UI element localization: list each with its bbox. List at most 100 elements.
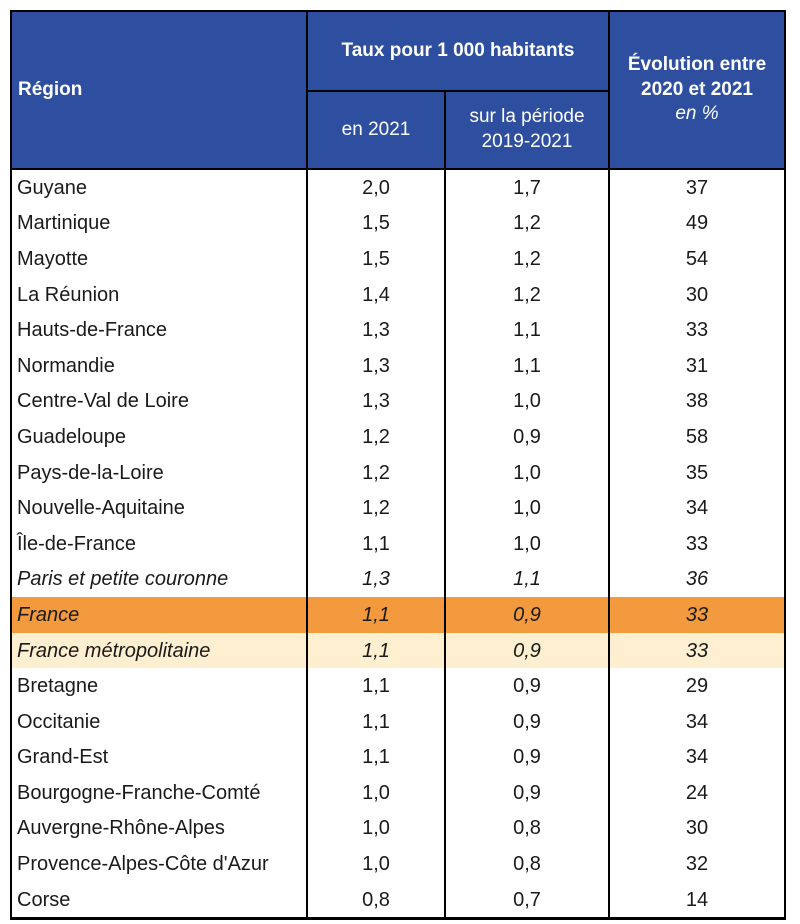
cell-rate-period: 1,2 [443,241,611,277]
cell-rate-period: 1,0 [443,525,611,562]
cell-rate-period: 1,0 [443,490,611,526]
cell-rate-period: 0,9 [443,419,611,455]
cell-evolution: 38 [608,383,787,420]
cell-evolution: 34 [608,703,787,740]
cell-rate-2021: 1,3 [306,347,446,384]
cell-region: Centre-Val de Loire [10,383,308,420]
cell-rate-period: 0,9 [443,597,611,633]
cell-evolution: 33 [608,525,787,562]
cell-rate-period: 1,2 [443,276,611,313]
cell-region: Auvergne-Rhône-Alpes [10,810,308,847]
cell-evolution: 36 [608,561,787,598]
cell-rate-period: 1,0 [443,383,611,420]
cell-rate-2021: 1,0 [306,775,446,811]
cell-region: Guyane [10,169,308,206]
cell-rate-2021: 2,0 [306,169,446,206]
header-evolution-line2: 2020 et 2021 [641,78,754,100]
cell-rate-period: 0,7 [443,881,611,921]
header-rate-period-line1: sur la période [469,106,585,128]
cell-region: Grand-Est [10,739,308,776]
cell-rate-2021: 1,1 [306,597,446,633]
header-evolution-unit: en % [675,103,719,125]
header-rate-period-line2: 2019-2021 [481,131,573,152]
cell-region: Paris et petite couronne [10,561,308,598]
cell-evolution: 32 [608,846,787,882]
table-row: Provence-Alpes-Côte d'Azur 1,0 0,8 32 [10,846,787,882]
table-header: Région Taux pour 1 000 habitants Évoluti… [10,10,787,170]
cell-evolution: 35 [608,454,787,491]
table-row: Guyane 2,0 1,7 37 [10,169,787,206]
cell-region: France [10,597,308,633]
header-region: Région [10,10,308,170]
cell-region: Mayotte [10,241,308,277]
cell-region: Nouvelle-Aquitaine [10,490,308,526]
cell-region: Hauts-de-France [10,312,308,348]
cell-rate-2021: 1,3 [306,383,446,420]
cell-evolution: 29 [608,668,787,704]
cell-region: Île-de-France [10,525,308,562]
cell-rate-period: 0,9 [443,775,611,811]
table-row: Centre-Val de Loire 1,3 1,0 38 [10,383,787,420]
cell-evolution: 31 [608,347,787,384]
cell-rate-2021: 1,1 [306,739,446,776]
table-row: Bourgogne-Franche-Comté 1,0 0,9 24 [10,775,787,811]
cell-region: Guadeloupe [10,419,308,455]
table-row: La Réunion 1,4 1,2 30 [10,276,787,313]
cell-rate-period: 1,7 [443,169,611,206]
table-body: Guyane 2,0 1,7 37 Martinique 1,5 1,2 49 Mayotte 1… [10,169,787,921]
cell-region: Pays-de-la-Loire [10,454,308,491]
cell-rate-period: 0,8 [443,810,611,847]
cell-rate-period: 0,9 [443,703,611,740]
regional-rates-table: Région Taux pour 1 000 habitants Évoluti… [10,10,787,921]
cell-evolution: 33 [608,312,787,348]
cell-rate-2021: 1,5 [306,205,446,242]
cell-rate-2021: 1,5 [306,241,446,277]
cell-rate-2021: 1,3 [306,561,446,598]
cell-region: Occitanie [10,703,308,740]
cell-region: Corse [10,881,308,921]
cell-evolution: 30 [608,276,787,313]
cell-rate-2021: 1,2 [306,419,446,455]
table-row: Pays-de-la-Loire 1,2 1,0 35 [10,454,787,491]
cell-evolution: 34 [608,739,787,776]
table-row: Nouvelle-Aquitaine 1,2 1,0 34 [10,490,787,526]
cell-region: Bourgogne-Franche-Comté [10,775,308,811]
table-row: Île-de-France 1,1 1,0 33 [10,525,787,562]
cell-rate-period: 1,0 [443,454,611,491]
cell-evolution: 30 [608,810,787,847]
cell-rate-2021: 1,1 [306,632,446,669]
table-row: Guadeloupe 1,2 0,9 58 [10,419,787,455]
cell-evolution: 49 [608,205,787,242]
table-row: Occitanie 1,1 0,9 34 [10,703,787,740]
cell-rate-period: 1,1 [443,312,611,348]
cell-rate-2021: 1,1 [306,668,446,704]
cell-region: Martinique [10,205,308,242]
cell-rate-period: 0,9 [443,668,611,704]
cell-rate-2021: 1,3 [306,312,446,348]
header-rate-group: Taux pour 1 000 habitants [305,10,611,92]
cell-region: Provence-Alpes-Côte d'Azur [10,846,308,882]
header-rate-2021: en 2021 [306,90,446,170]
cell-rate-period: 1,1 [443,347,611,384]
table-row: Mayotte 1,5 1,2 54 [10,241,787,277]
cell-rate-2021: 1,0 [306,810,446,847]
table-row: Bretagne 1,1 0,9 29 [10,668,787,704]
cell-evolution: 14 [608,881,787,921]
table-row: Martinique 1,5 1,2 49 [10,205,787,242]
cell-region: France métropolitaine [10,632,308,669]
header-rate-period: sur la période 2019-2021 [443,90,611,170]
cell-evolution: 33 [608,597,787,633]
header-evolution: Évolution entre 2020 et 2021 en % [608,10,787,170]
table-row: Auvergne-Rhône-Alpes 1,0 0,8 30 [10,810,787,847]
cell-rate-period: 0,8 [443,846,611,882]
cell-evolution: 58 [608,419,787,455]
cell-region: Bretagne [10,668,308,704]
cell-evolution: 24 [608,775,787,811]
table-row: Corse 0,8 0,7 14 [10,881,787,921]
cell-rate-2021: 1,2 [306,490,446,526]
cell-rate-period: 1,1 [443,561,611,598]
cell-rate-period: 0,9 [443,739,611,776]
table-row: Hauts-de-France 1,3 1,1 33 [10,312,787,348]
cell-rate-2021: 0,8 [306,881,446,921]
table-row: Paris et petite couronne 1,3 1,1 36 [10,561,787,598]
